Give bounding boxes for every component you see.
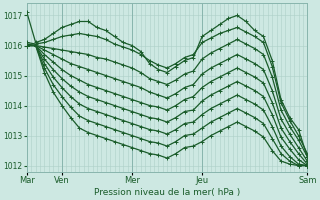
X-axis label: Pression niveau de la mer( hPa ): Pression niveau de la mer( hPa ) <box>94 188 240 197</box>
